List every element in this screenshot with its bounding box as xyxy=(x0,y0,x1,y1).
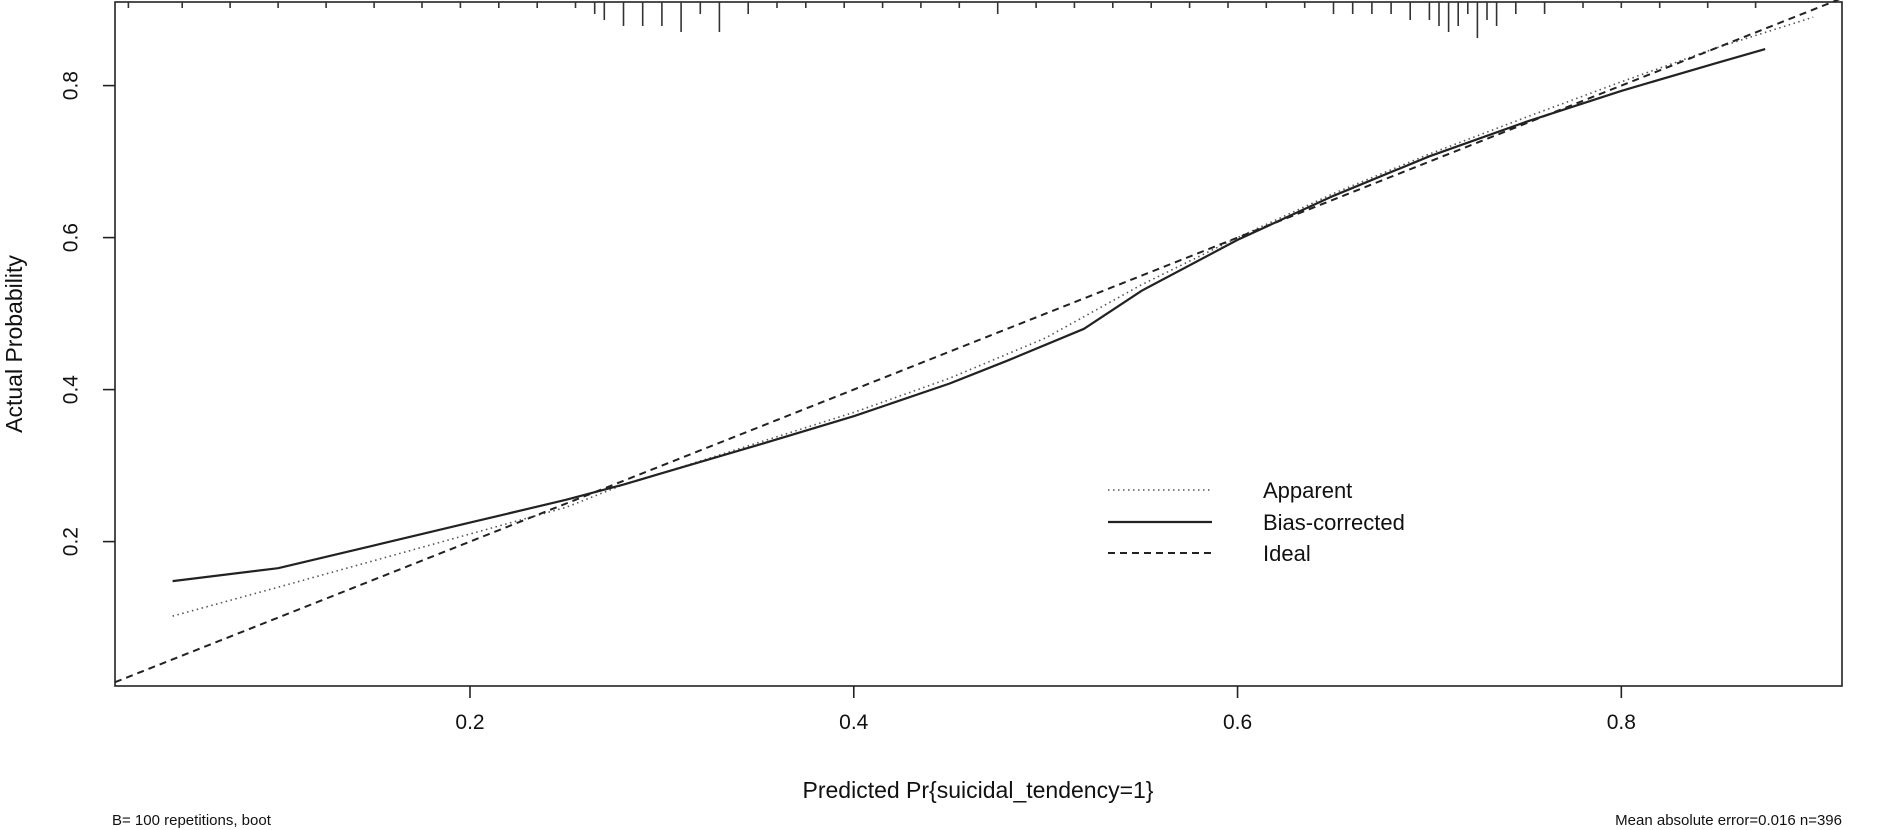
rug-marks xyxy=(127,2,1757,38)
legend-label-bias-corrected: Bias-corrected xyxy=(1263,510,1405,535)
y-axis: 0.2 0.4 0.6 0.8 xyxy=(60,71,115,556)
footnote-right: Mean absolute error=0.016 n=396 xyxy=(1615,812,1842,829)
legend: Apparent Bias-corrected Ideal xyxy=(1108,478,1405,566)
plot-frame xyxy=(114,1,1843,687)
legend-label-apparent: Apparent xyxy=(1263,478,1352,503)
series-lines xyxy=(114,0,1841,684)
y-tick-label: 0.2 xyxy=(60,527,83,556)
legend-label-ideal: Ideal xyxy=(1263,541,1311,566)
y-tick-label: 0.8 xyxy=(60,71,83,100)
y-tick-label: 0.4 xyxy=(60,375,83,405)
y-axis-title: Actual Probability xyxy=(1,255,27,433)
x-tick-label: 0.6 xyxy=(1223,711,1252,734)
x-axis-title: Predicted Pr{suicidal_tendency=1} xyxy=(803,777,1154,803)
x-tick-label: 0.8 xyxy=(1607,711,1636,734)
footnote-left: B= 100 repetitions, boot xyxy=(112,812,272,829)
x-tick-label: 0.4 xyxy=(839,711,869,734)
series-line-bias-corrected xyxy=(172,48,1766,583)
x-axis: 0.2 0.4 0.6 0.8 xyxy=(455,686,1636,734)
x-tick-label: 0.2 xyxy=(455,711,484,734)
series-line-ideal xyxy=(114,0,1841,684)
series-line-apparent xyxy=(172,16,1814,617)
y-tick-label: 0.6 xyxy=(60,223,83,252)
